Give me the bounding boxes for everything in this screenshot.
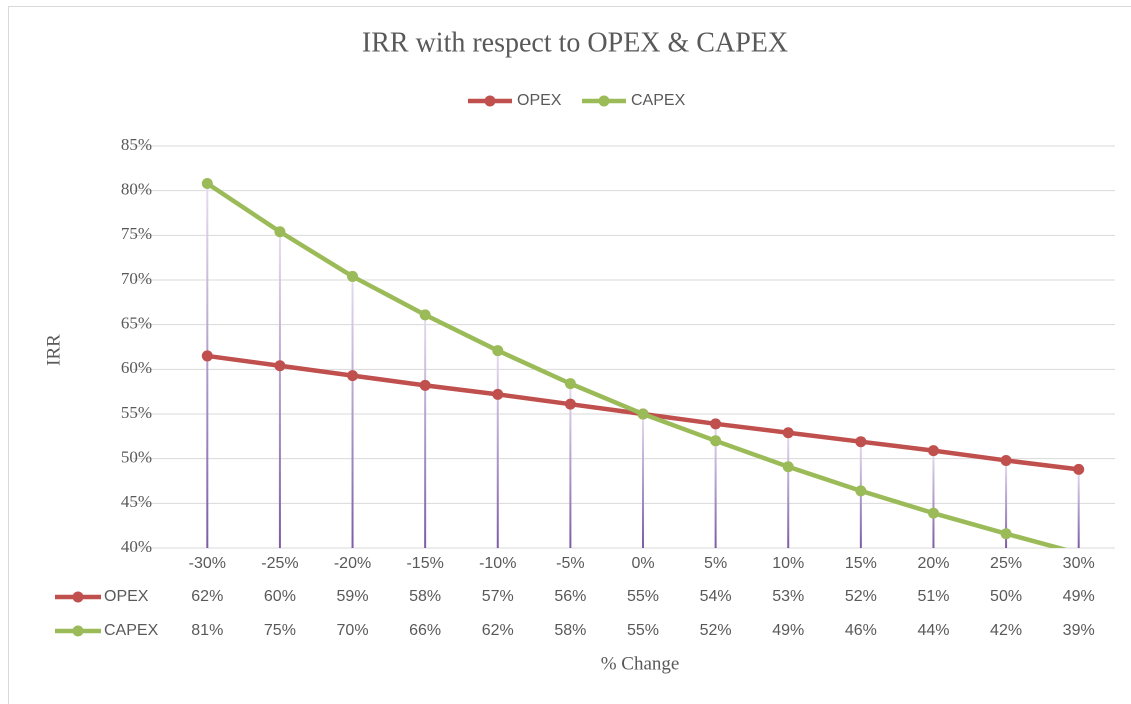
y-tick-label: 80%: [121, 180, 152, 199]
data-point: [1073, 463, 1085, 475]
table-value: 52%: [845, 588, 877, 605]
data-point: [201, 350, 213, 362]
table-value: 58%: [554, 622, 586, 639]
table-value: 51%: [917, 588, 949, 605]
drop-line: [496, 350, 499, 548]
y-axis-label: IRR: [43, 334, 64, 366]
table-value: 62%: [191, 588, 223, 605]
table-value: 55%: [627, 588, 659, 605]
table-value: 81%: [191, 622, 223, 639]
table-row-label: OPEX: [104, 588, 149, 605]
data-point: [782, 461, 794, 473]
x-axis-label: % Change: [601, 653, 680, 674]
data-point: [782, 427, 794, 439]
table-value: 42%: [990, 622, 1022, 639]
data-point: [564, 378, 576, 390]
drop-line: [642, 414, 644, 548]
legend-swatch-marker: [598, 95, 610, 107]
x-tick-label: 30%: [1063, 555, 1095, 572]
table-value: 56%: [554, 588, 586, 605]
drop-line: [278, 231, 281, 548]
drop-line: [569, 383, 572, 548]
legend-label: CAPEX: [631, 92, 686, 109]
table-key-marker: [72, 591, 84, 603]
table-value: 50%: [990, 588, 1022, 605]
data-point: [347, 370, 359, 382]
table-value: 55%: [627, 622, 659, 639]
table-value: 39%: [1063, 622, 1095, 639]
drop-line: [714, 423, 717, 548]
table-value: 54%: [700, 588, 732, 605]
table-value: 44%: [917, 622, 949, 639]
table-key-marker: [72, 625, 84, 637]
legend-label: OPEX: [517, 92, 562, 109]
x-tick-label: -20%: [334, 555, 371, 572]
table-value: 60%: [264, 588, 296, 605]
table-value: 53%: [772, 588, 804, 605]
data-point: [419, 309, 431, 321]
drop-line: [932, 450, 935, 548]
y-tick-label: 60%: [121, 358, 152, 377]
data-point: [637, 408, 649, 420]
table-value: 58%: [409, 588, 441, 605]
chart-frame: [8, 6, 1131, 704]
data-point: [1000, 528, 1012, 540]
table-value: 52%: [700, 622, 732, 639]
drop-line: [1077, 469, 1080, 548]
x-tick-label: 10%: [772, 555, 804, 572]
x-tick-label: 25%: [990, 555, 1022, 572]
data-point: [492, 388, 504, 400]
data-point: [274, 360, 286, 372]
table-value: 66%: [409, 622, 441, 639]
chart-title: IRR with respect to OPEX & CAPEX: [362, 27, 788, 58]
table-value: 49%: [772, 622, 804, 639]
data-point: [274, 226, 286, 238]
y-tick-label: 50%: [121, 448, 152, 467]
y-tick-label: 45%: [121, 492, 152, 511]
x-tick-label: -15%: [406, 555, 443, 572]
y-tick-label: 65%: [121, 314, 152, 333]
x-tick-label: 0%: [631, 555, 654, 572]
data-point: [927, 445, 939, 457]
x-tick-label: -30%: [189, 555, 226, 572]
data-point: [492, 345, 504, 357]
data-point: [927, 507, 939, 519]
table-value: 59%: [337, 588, 369, 605]
data-point: [347, 270, 359, 282]
table-row-label: CAPEX: [104, 622, 159, 639]
data-point: [1000, 454, 1012, 466]
table-value: 75%: [264, 622, 296, 639]
data-point: [201, 178, 213, 190]
drop-line: [424, 314, 427, 548]
x-tick-label: -5%: [556, 555, 584, 572]
data-point: [855, 485, 867, 497]
table-value: 57%: [482, 588, 514, 605]
x-tick-label: 20%: [917, 555, 949, 572]
x-tick-label: 5%: [704, 555, 727, 572]
x-tick-label: 15%: [845, 555, 877, 572]
drop-line: [787, 432, 790, 548]
data-point: [419, 379, 431, 391]
data-point: [564, 398, 576, 410]
y-tick-label: 75%: [121, 224, 152, 243]
drop-line: [206, 183, 209, 548]
table-value: 46%: [845, 622, 877, 639]
x-tick-label: -10%: [479, 555, 516, 572]
x-tick-label: -25%: [261, 555, 298, 572]
y-tick-label: 55%: [121, 403, 152, 422]
data-point: [710, 418, 722, 430]
drop-line: [351, 276, 354, 548]
y-tick-label: 40%: [121, 537, 152, 556]
table-value: 70%: [337, 622, 369, 639]
y-tick-label: 85%: [121, 135, 152, 154]
y-tick-label: 70%: [121, 269, 152, 288]
data-point: [855, 436, 867, 448]
data-point: [710, 435, 722, 447]
table-value: 62%: [482, 622, 514, 639]
drop-line: [1005, 460, 1008, 548]
table-value: 49%: [1063, 588, 1095, 605]
legend-swatch-marker: [484, 95, 496, 107]
